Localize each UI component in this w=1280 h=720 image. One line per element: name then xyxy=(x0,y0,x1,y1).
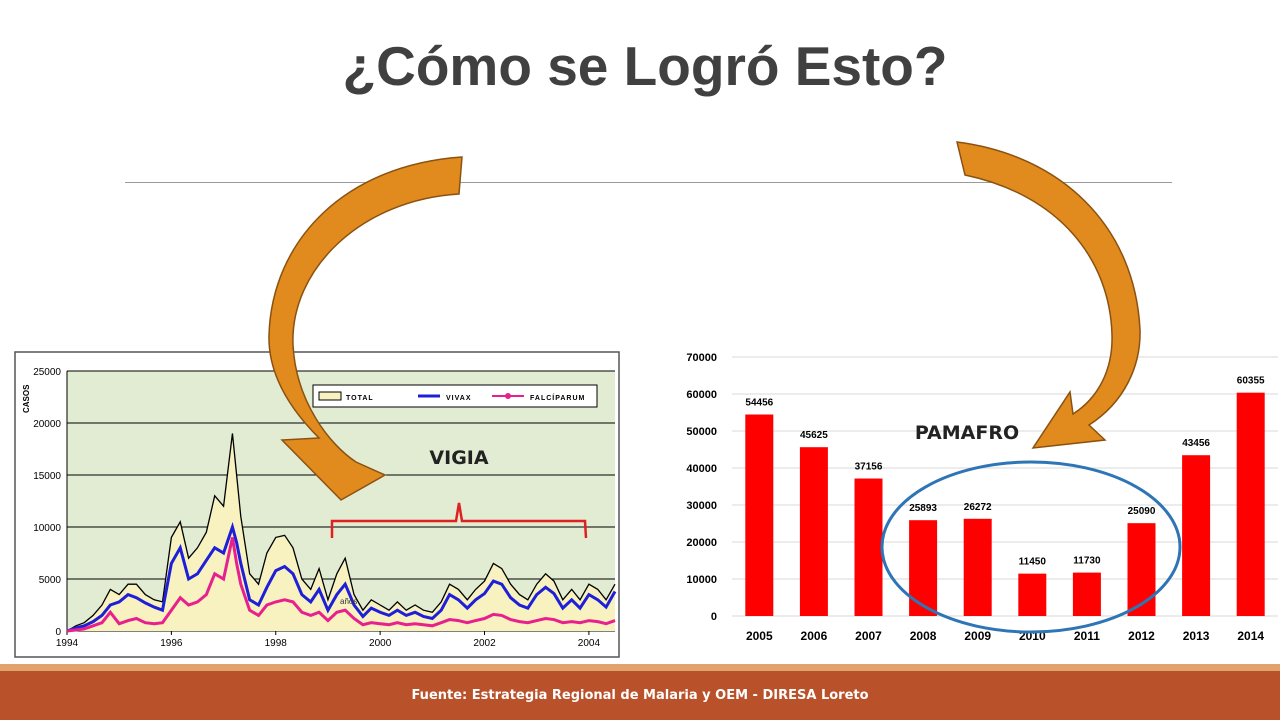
x-tick-label: 2005 xyxy=(746,629,773,643)
y-axis-label: CASOS xyxy=(22,384,31,413)
y-tick-label: 15000 xyxy=(33,471,61,482)
x-tick-label: 2007 xyxy=(855,629,882,643)
x-tick-label: 1998 xyxy=(265,638,288,649)
y-tick-label: 5000 xyxy=(39,575,62,586)
data-label: 26272 xyxy=(964,502,992,513)
data-label: 60355 xyxy=(1237,376,1265,387)
bar xyxy=(963,518,992,616)
legend-marker-falciparum xyxy=(505,393,511,399)
x-tick-label: 2004 xyxy=(578,638,601,649)
data-label: 43456 xyxy=(1182,438,1210,449)
y-tick-label: 60000 xyxy=(686,389,717,401)
series-total-area xyxy=(67,433,615,631)
legend-label-vivax: VIVAX xyxy=(446,395,472,402)
x-tick-label: 2009 xyxy=(964,629,991,643)
y-tick-label: 50000 xyxy=(686,426,717,438)
source-footer: Fuente: Estrategia Regional de Malaria y… xyxy=(411,688,869,703)
legend-box xyxy=(312,384,598,408)
footer-strip xyxy=(0,664,1280,671)
bar xyxy=(854,478,883,616)
title-divider xyxy=(125,182,1172,183)
x-tick-label: 2014 xyxy=(1237,629,1264,643)
y-tick-label: 0 xyxy=(55,627,61,638)
bar xyxy=(745,414,774,616)
bar xyxy=(1236,392,1265,616)
series-vivax-line xyxy=(66,521,617,633)
data-label: 11450 xyxy=(1019,557,1047,568)
y-tick-label: 0 xyxy=(711,611,717,623)
y-tick-label: 10000 xyxy=(686,574,717,586)
slide-title: ¿Cómo se Logró Esto? xyxy=(342,35,948,97)
bar xyxy=(799,447,828,616)
series-falciparum-line xyxy=(66,537,616,633)
x-tick-label: 1996 xyxy=(160,638,183,649)
right-curved-arrow xyxy=(956,141,1141,449)
series-total-line xyxy=(66,433,616,632)
x-tick-label: 2012 xyxy=(1128,629,1155,643)
left-curved-arrow xyxy=(268,156,463,501)
y-tick-label: 70000 xyxy=(686,352,717,364)
data-label: 25090 xyxy=(1128,506,1156,517)
x-tick-label: 2011 xyxy=(1074,629,1100,643)
bar xyxy=(1127,523,1156,616)
bar xyxy=(1182,455,1211,616)
legend-swatch-total xyxy=(318,391,342,401)
y-tick-label: 25000 xyxy=(33,367,61,378)
data-label: 54456 xyxy=(745,398,773,409)
bar xyxy=(1072,572,1101,616)
vigia-label: VIGIA xyxy=(429,447,488,469)
pamafro-label: PAMAFRO xyxy=(915,422,1019,444)
y-tick-label: 30000 xyxy=(686,500,717,512)
x-tick-label: 1994 xyxy=(56,638,79,649)
legend-label-falciparum: FALCÍPARUM xyxy=(530,393,585,402)
x-tick-label: 2008 xyxy=(910,629,937,643)
data-label: 11730 xyxy=(1073,556,1101,567)
x-tick-label: 2000 xyxy=(369,638,392,649)
data-label: 45625 xyxy=(800,430,828,441)
y-tick-label: 20000 xyxy=(33,419,61,430)
data-label: 25893 xyxy=(909,503,937,514)
y-tick-label: 20000 xyxy=(686,537,717,549)
x-tick-label: 2013 xyxy=(1183,629,1210,643)
y-tick-label: 40000 xyxy=(686,463,717,475)
legend-label-total: TOTAL xyxy=(346,395,374,402)
chart-annotation: años xyxy=(340,597,357,606)
data-label: 37156 xyxy=(855,462,883,473)
bar xyxy=(1018,573,1047,616)
footer-bar xyxy=(0,671,1280,720)
chart-legend: TOTAL VIVAX FALCÍPARUM xyxy=(312,384,598,408)
x-tick-label: 2006 xyxy=(801,629,828,643)
y-tick-label: 10000 xyxy=(33,523,61,534)
x-tick-label: 2002 xyxy=(473,638,496,649)
red-brace xyxy=(330,502,588,539)
highlight-ellipse xyxy=(880,460,1182,634)
